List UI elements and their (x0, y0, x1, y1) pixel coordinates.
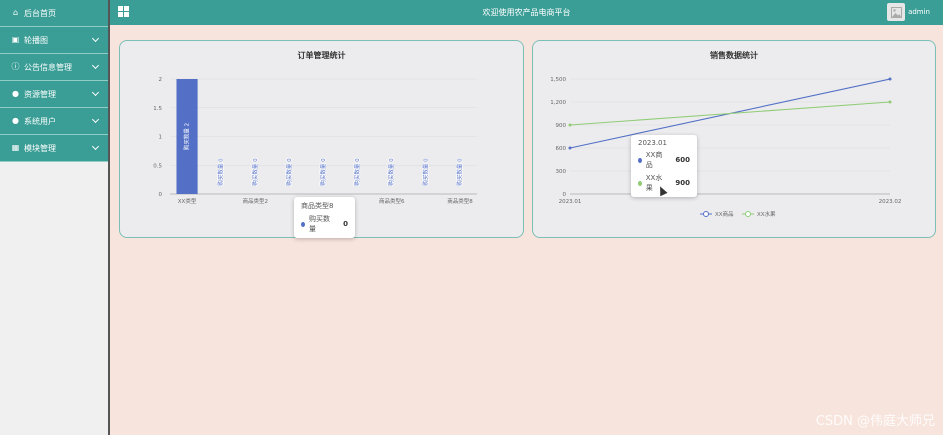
info-icon: ⓘ (11, 62, 20, 71)
y-tick-label: 0 (159, 192, 163, 198)
x-tick-label: 商品类型8 (447, 197, 473, 205)
legend-marker-icon (745, 211, 751, 217)
y-tick-label: 0 (563, 192, 567, 198)
y-tick-label: 1,500 (550, 77, 566, 83)
y-tick-label: 1 (159, 135, 163, 141)
sidebar-item-label: 公告信息管理 (24, 62, 72, 72)
sidebar-item-label: 后台首页 (24, 8, 56, 18)
sidebar-item-3[interactable]: ● 资源管理 (0, 81, 108, 108)
sidebar-item-label: 模块管理 (24, 143, 56, 153)
line-chart-tooltip: 2023.01 XX商品 600 XX水果 900 (631, 135, 697, 197)
bar-data-label: 购买数量 2 (183, 123, 191, 150)
location-pin-icon: ● (12, 89, 19, 98)
home-icon: ⌂ (12, 8, 19, 17)
tooltip-series-value: 0 (343, 220, 348, 228)
chevron-down-icon (91, 115, 100, 124)
username[interactable]: admin (908, 8, 930, 16)
sidebar-item-label: 系统用户 (24, 116, 56, 126)
grid-icon: ▦ (11, 143, 20, 152)
series-dot-icon (638, 180, 642, 186)
sidebar-item-0[interactable]: ⌂ 后台首页 (0, 0, 108, 27)
bar-data-label: 购买数量 0 (251, 158, 259, 186)
avatar[interactable] (887, 3, 905, 21)
sales-line-chart: 0 300 600 900 1,200 1,500 2023.01 2023.02 XX商品 XX… (550, 77, 902, 218)
series-line (569, 101, 891, 126)
x-tick-label: 2023.02 (879, 199, 902, 205)
tooltip-row-name: XX商品 (645, 151, 663, 169)
bar-chart-tooltip: 商品类型8 购买数量 0 (294, 197, 355, 238)
tooltip-row-value: 900 (675, 179, 690, 187)
y-tick-label: 300 (556, 169, 567, 175)
y-tick-label: 2 (159, 77, 163, 83)
tooltip-row-name: XX水果 (645, 174, 663, 192)
sidebar-item-1[interactable]: ▣ 轮播图 (0, 27, 108, 54)
tooltip-series-name: 购买数量 (308, 215, 330, 233)
user-icon: ● (12, 116, 19, 125)
bar (176, 79, 198, 194)
sidebar-item-4[interactable]: ● 系统用户 (0, 108, 108, 135)
header-title: 欢迎使用农产品电商平台 (482, 8, 571, 17)
x-tick-label: 商品类型2 (243, 197, 269, 205)
y-tick-label: 1,200 (550, 100, 566, 106)
bar-data-label: 购买数量 0 (285, 158, 293, 186)
bar-data-label: 购买数量 0 (387, 158, 395, 186)
bar-data-label: 购买数量 0 (421, 158, 429, 186)
sidebar-item-5[interactable]: ▦ 模块管理 (0, 135, 108, 162)
top-header: 欢迎使用农产品电商平台 admin (110, 0, 943, 25)
chevron-down-icon (91, 142, 100, 151)
legend-marker-icon (703, 211, 709, 217)
series-dot-icon (638, 157, 642, 163)
y-tick-label: 1.5 (153, 106, 162, 112)
x-tick-label: 2023.01 (559, 199, 582, 205)
legend-label: XX商品 (715, 210, 734, 218)
order-stats-title: 订单管理统计 (297, 51, 346, 60)
image-icon: ▣ (11, 35, 20, 44)
x-tick-label: 商品类型6 (379, 197, 405, 205)
data-point (888, 77, 892, 81)
data-point (568, 123, 572, 127)
tooltip-row-value: 600 (675, 156, 690, 164)
image-placeholder-icon (890, 6, 902, 18)
sidebar-item-label: 资源管理 (24, 89, 56, 99)
y-tick-label: 0.5 (153, 163, 162, 169)
sales-stats-title: 销售数据统计 (710, 51, 758, 60)
chevron-down-icon (91, 61, 100, 70)
sales-stats-card: 销售数据统计 0 300 600 900 1,200 1,500 2023.01 2023.0… (532, 40, 936, 238)
bar-data-label: 购买数量 0 (455, 158, 463, 186)
legend-label: XX水果 (757, 210, 776, 218)
tooltip-date: 2023.01 (638, 139, 667, 147)
menu-grid-icon[interactable] (118, 6, 129, 17)
y-tick-label: 600 (556, 146, 567, 152)
sidebar: ⌂ 后台首页 ▣ 轮播图 ⓘ 公告信息管理 ● 资源管理 ● 系统用户 ▦ 模块管理 (0, 0, 110, 435)
order-bar-chart: 0 0.5 1 1.5 2 购买数量 2 XX类型 购买数量 0 购买数量 0 商品类型2 购买数量… (153, 77, 477, 205)
x-tick-label: XX类型 (178, 197, 197, 205)
bar-data-label: 购买数量 0 (319, 158, 327, 186)
data-point (888, 100, 892, 104)
chevron-down-icon (91, 34, 100, 43)
tooltip-category: 商品类型8 (301, 202, 334, 210)
y-tick-label: 900 (556, 123, 567, 129)
data-point (568, 146, 572, 150)
chevron-down-icon (91, 88, 100, 97)
bar-data-label: 购买数量 0 (217, 158, 225, 186)
watermark: CSDN @伟庭大师兄 (815, 414, 935, 429)
sidebar-item-label: 轮播图 (24, 35, 48, 45)
sidebar-item-2[interactable]: ⓘ 公告信息管理 (0, 54, 108, 81)
series-dot-icon (301, 221, 305, 227)
bar-data-label: 购买数量 0 (353, 158, 361, 186)
